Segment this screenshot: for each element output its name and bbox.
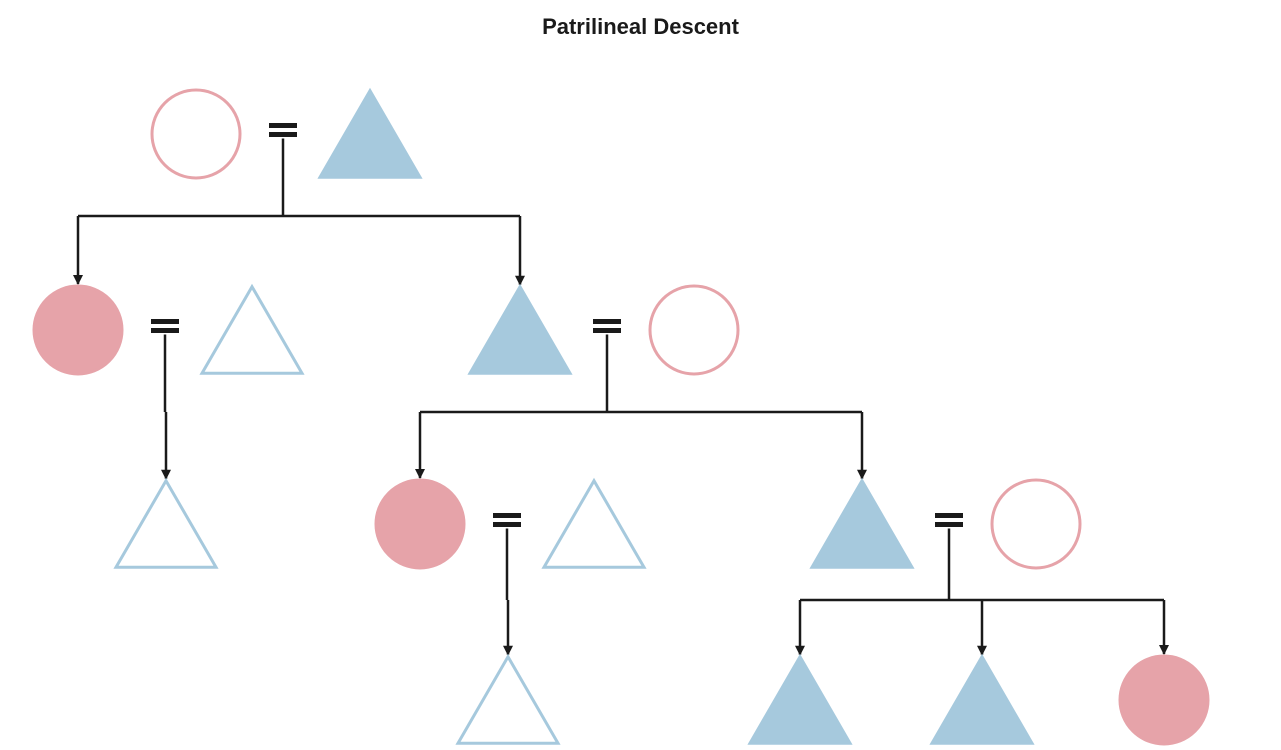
male-node xyxy=(458,657,558,744)
kinship-diagram xyxy=(0,0,1281,750)
male-node xyxy=(750,657,850,744)
male-node xyxy=(116,481,216,568)
male-node xyxy=(932,657,1032,744)
female-node xyxy=(992,480,1080,568)
female-node xyxy=(152,90,240,178)
connectors xyxy=(78,126,1164,655)
female-node xyxy=(34,286,122,374)
male-node xyxy=(544,481,644,568)
female-node xyxy=(376,480,464,568)
male-node xyxy=(320,91,420,178)
male-node xyxy=(812,481,912,568)
male-node xyxy=(470,287,570,374)
female-node xyxy=(650,286,738,374)
male-node xyxy=(202,287,302,374)
nodes xyxy=(34,90,1208,744)
female-node xyxy=(1120,656,1208,744)
